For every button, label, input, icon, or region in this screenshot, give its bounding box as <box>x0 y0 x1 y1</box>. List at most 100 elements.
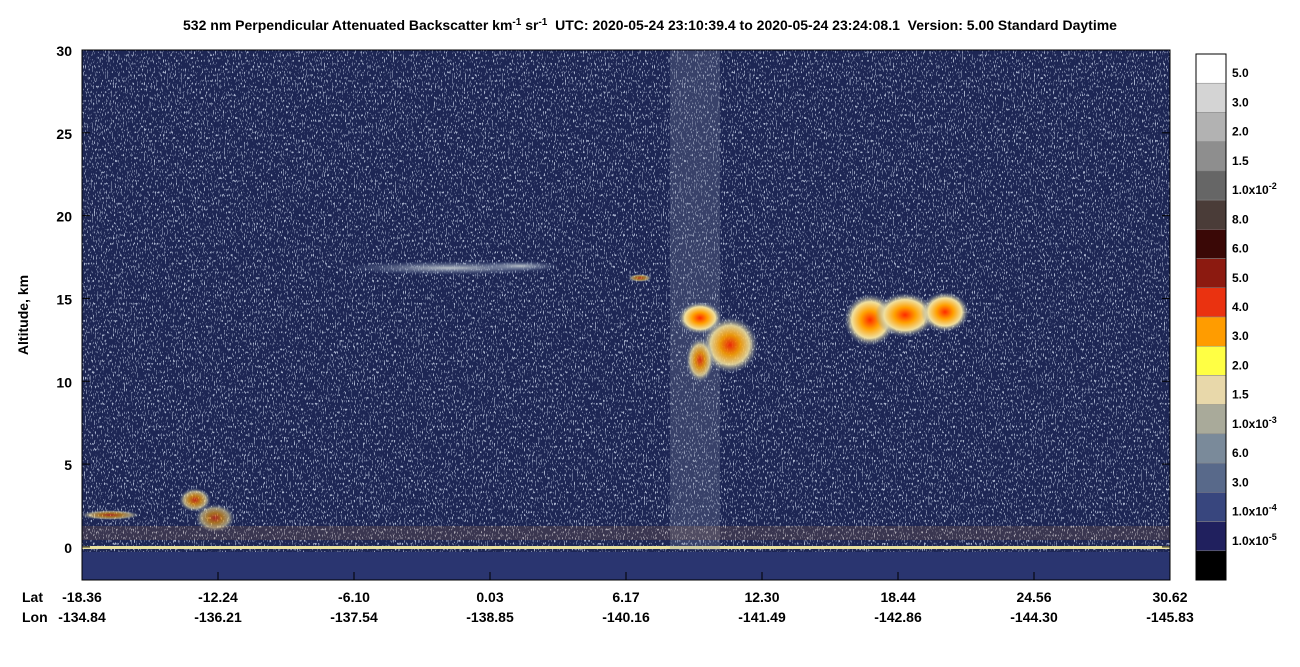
colorbar-label: 5.0 <box>1232 271 1249 285</box>
plot-area <box>82 50 1170 580</box>
chart-title: 532 nm Perpendicular Attenuated Backscat… <box>183 17 1117 34</box>
title-part: sr <box>521 17 539 33</box>
colorbar-label-text: 1.5 <box>1232 388 1249 402</box>
colorbar-swatch <box>1195 550 1227 581</box>
colorbar-swatch <box>1195 199 1227 230</box>
colorbar-label-exponent: -2 <box>1269 181 1277 191</box>
aerosol <box>179 488 211 512</box>
colorbar-swatch <box>1195 375 1227 405</box>
y-tick-label: 10 <box>56 374 72 390</box>
colorbar-label-text: 2.0 <box>1232 358 1249 372</box>
colorbar-swatch <box>1195 462 1227 493</box>
title-part: 532 nm Perpendicular Attenuated Backscat… <box>183 17 512 33</box>
x-tick-label: 30.62 <box>1152 589 1187 605</box>
x-tick-label: -12.24 <box>198 589 238 605</box>
colorbar-label: 4.0 <box>1232 300 1249 314</box>
colorbar-label-text: 3.0 <box>1232 95 1249 109</box>
cloud <box>628 274 652 282</box>
y-tick-label: 25 <box>56 126 72 142</box>
noisy-column <box>670 50 720 550</box>
y-tick-label: 0 <box>64 540 72 556</box>
colorbar-label-text: 3.0 <box>1232 329 1249 343</box>
colorbar-swatch <box>1195 82 1227 113</box>
boundary-layer <box>82 526 1170 540</box>
colorbar-label-text: 8.0 <box>1232 212 1249 226</box>
aerosol <box>82 510 140 520</box>
colorbar-label-text: 1.5 <box>1232 154 1249 168</box>
colorbar-label-text: 2.0 <box>1232 125 1249 139</box>
title-superscript: -1 <box>538 17 547 28</box>
x-tick-label: -142.86 <box>874 609 922 625</box>
surface-line <box>82 546 1170 549</box>
title-superscript: -1 <box>512 17 521 28</box>
y-tick-label: 5 <box>64 457 72 473</box>
x-label-name: Lat <box>22 589 43 605</box>
colorbar-label: 2.0 <box>1232 125 1249 139</box>
colorbar-label-exponent: -5 <box>1269 532 1277 542</box>
colorbar-label-text: 1.0x10 <box>1232 505 1269 519</box>
colorbar-swatch <box>1195 345 1227 376</box>
colorbar-swatch <box>1195 316 1227 347</box>
colorbar-label: 3.0 <box>1232 95 1249 109</box>
x-tick-label: -137.54 <box>330 609 378 625</box>
colorbar-label: 3.0 <box>1232 329 1249 343</box>
colorbar-label-exponent: -3 <box>1269 415 1277 425</box>
colorbar-label-text: 1.0x10 <box>1232 183 1269 197</box>
x-tick-label: -140.16 <box>602 609 650 625</box>
colorbar-label: 1.5 <box>1232 388 1249 402</box>
colorbar-swatch <box>1195 53 1227 84</box>
x-label-name: Lon <box>22 609 48 625</box>
colorbar-label: 1.0x10-4 <box>1232 503 1277 519</box>
x-tick-label: -136.21 <box>194 609 242 625</box>
y-tick-label: 15 <box>56 291 72 307</box>
cloud <box>875 293 935 337</box>
colorbar-label-text: 6.0 <box>1232 446 1249 460</box>
noise <box>82 50 1170 580</box>
x-tick-label: -138.85 <box>466 609 514 625</box>
x-tick-label: -145.83 <box>1146 609 1194 625</box>
colorbar-label: 1.0x10-2 <box>1232 181 1277 197</box>
colorbar-frame <box>1195 53 1227 581</box>
colorbar-label: 8.0 <box>1232 212 1249 226</box>
colorbar-label-exponent: -4 <box>1269 503 1277 513</box>
y-tick-label: 30 <box>56 43 72 59</box>
x-tick-label: -141.49 <box>738 609 786 625</box>
colorbar-label-text: 1.0x10 <box>1232 417 1269 431</box>
x-tick-label: 24.56 <box>1016 589 1051 605</box>
colorbar-label: 1.5 <box>1232 154 1249 168</box>
x-tick-label: 0.03 <box>476 589 503 605</box>
colorbar-label-text: 5.0 <box>1232 271 1249 285</box>
x-tick-label: -6.10 <box>338 589 370 605</box>
colorbar-label: 5.0 <box>1232 66 1249 80</box>
colorbar-swatch <box>1195 287 1227 318</box>
colorbar-swatch <box>1195 112 1227 142</box>
x-tick-label: -18.36 <box>62 589 102 605</box>
x-tick-label: 12.30 <box>744 589 779 605</box>
cloud <box>921 292 969 332</box>
colorbar-label-text: 5.0 <box>1232 66 1249 80</box>
cloud <box>702 317 758 373</box>
cloud <box>686 338 714 382</box>
y-tick-label: 20 <box>56 209 72 225</box>
colorbar-swatch <box>1195 258 1227 289</box>
colorbar-label-text: 4.0 <box>1232 300 1249 314</box>
colorbar-label: 2.0 <box>1232 358 1249 372</box>
x-tick-label: 6.17 <box>612 589 639 605</box>
colorbar-label: 6.0 <box>1232 446 1249 460</box>
colorbar-label-text: 1.0x10 <box>1232 534 1269 548</box>
colorbar-swatch <box>1195 404 1227 435</box>
colorbar-swatch <box>1195 521 1227 552</box>
colorbar-swatch <box>1195 170 1227 201</box>
colorbar-label-text: 6.0 <box>1232 242 1249 256</box>
colorbar-label: 1.0x10-5 <box>1232 532 1277 548</box>
x-tick-label: 18.44 <box>880 589 915 605</box>
x-tick-label: -134.84 <box>58 609 106 625</box>
colorbar-label: 6.0 <box>1232 242 1249 256</box>
title-part: UTC: 2020-05-24 23:10:39.4 to 2020-05-24… <box>547 17 1117 33</box>
colorbar-label-text: 3.0 <box>1232 475 1249 489</box>
x-tick-label: -144.30 <box>1010 609 1058 625</box>
aerosol <box>195 504 235 532</box>
y-axis-label: Altitude, km <box>15 275 31 355</box>
thin-cloud <box>480 261 560 271</box>
